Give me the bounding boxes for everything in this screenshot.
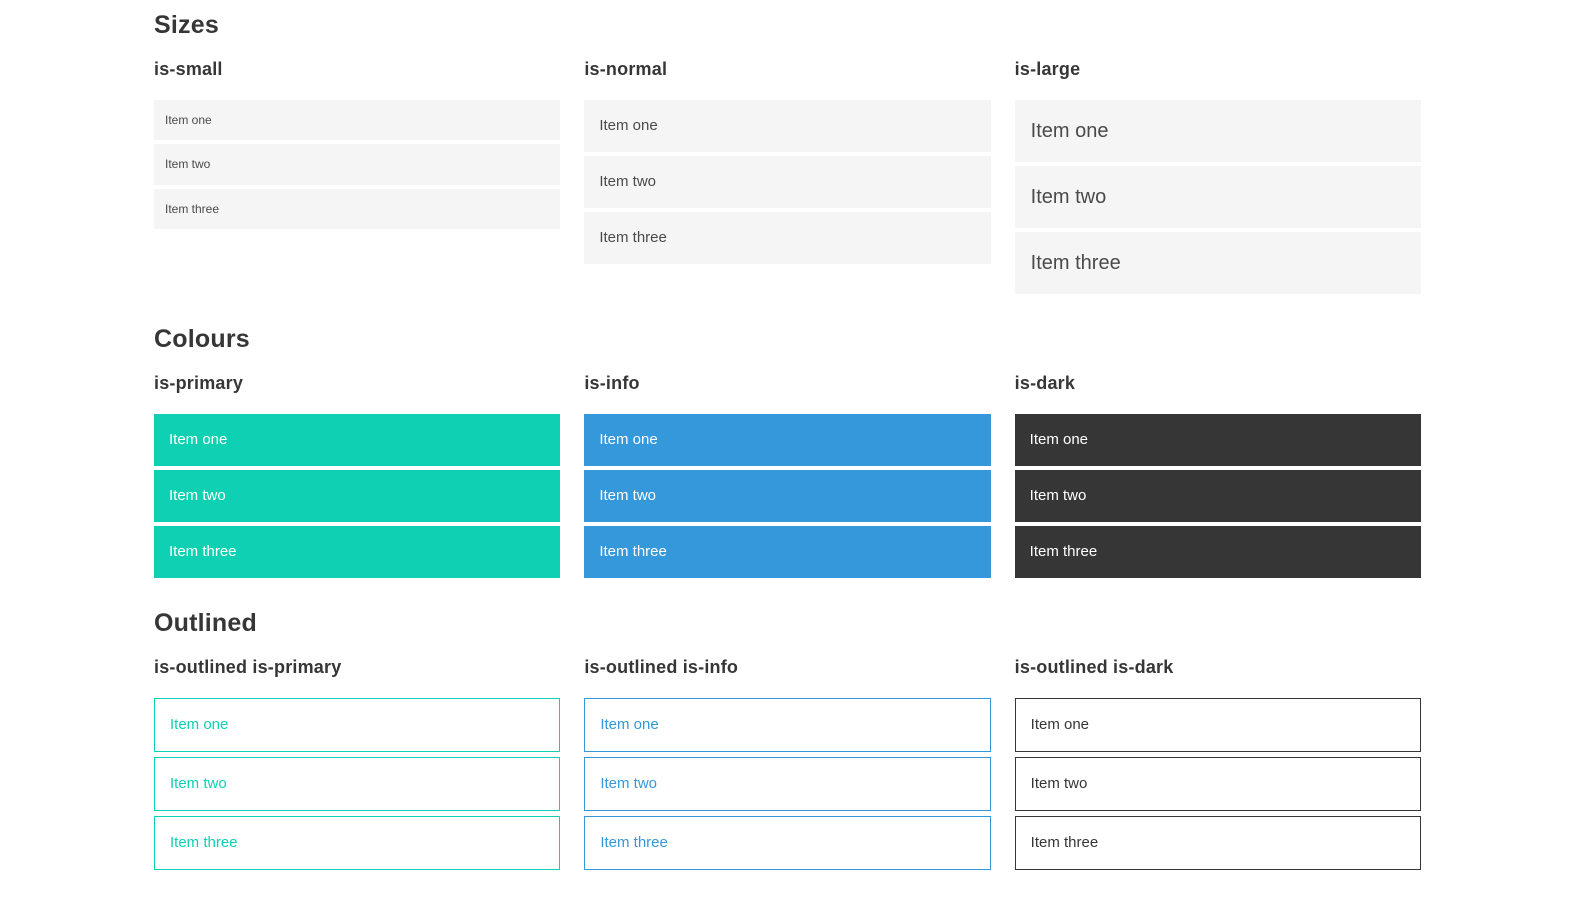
column-outlined-primary: is-outlined is-primary Item one Item two… [142, 656, 572, 875]
list-item[interactable]: Item two [154, 144, 561, 185]
column-is-info: is-info Item one Item two Item three [572, 372, 1002, 582]
list-item[interactable]: Item two [154, 470, 561, 522]
list-item[interactable]: Item one [1014, 414, 1421, 466]
list-outlined-dark: Item one Item two Item three [1014, 698, 1421, 870]
list-item[interactable]: Item three [584, 816, 991, 870]
column-outlined-info: is-outlined is-info Item one Item two It… [572, 656, 1002, 875]
list-item[interactable]: Item one [584, 698, 991, 752]
group-label-is-large: is-large [1014, 59, 1081, 79]
colours-columns: is-primary Item one Item two Item three … [142, 372, 1433, 582]
section-sizes-title: Sizes [154, 11, 219, 39]
list-info: Item one Item two Item three [584, 414, 991, 578]
list-item[interactable]: Item three [154, 526, 561, 578]
list-item[interactable]: Item three [1014, 232, 1421, 294]
group-label-is-primary: is-primary [154, 373, 244, 393]
group-label-is-dark: is-dark [1014, 373, 1076, 393]
outlined-columns: is-outlined is-primary Item one Item two… [142, 656, 1433, 875]
list-normal: Item one Item two Item three [584, 100, 991, 264]
list-item[interactable]: Item three [1014, 816, 1421, 870]
list-item[interactable]: Item one [1014, 100, 1421, 162]
group-label-outlined-primary: is-outlined is-primary [154, 657, 342, 677]
list-item[interactable]: Item one [584, 414, 991, 466]
section-outlined: Outlined is-outlined is-primary Item one… [142, 608, 1433, 875]
list-item[interactable]: Item three [584, 212, 991, 264]
list-item[interactable]: Item two [1014, 470, 1421, 522]
list-item[interactable]: Item one [154, 414, 561, 466]
sizes-columns: is-small Item one Item two Item three is… [142, 58, 1433, 298]
list-item[interactable]: Item one [584, 100, 991, 152]
list-outlined-info: Item one Item two Item three [584, 698, 991, 870]
list-item[interactable]: Item two [154, 757, 561, 811]
section-sizes: Sizes is-small Item one Item two Item th… [142, 10, 1433, 298]
list-item[interactable]: Item three [154, 816, 561, 870]
list-item[interactable]: Item one [154, 100, 561, 141]
section-colours: Colours is-primary Item one Item two Ite… [142, 324, 1433, 582]
list-small: Item one Item two Item three [154, 100, 561, 230]
group-label-is-info: is-info [584, 373, 640, 393]
list-item[interactable]: Item three [584, 526, 991, 578]
group-label-outlined-dark: is-outlined is-dark [1014, 657, 1174, 677]
column-is-small: is-small Item one Item two Item three [142, 58, 572, 298]
list-item[interactable]: Item one [1014, 698, 1421, 752]
list-item[interactable]: Item three [1014, 526, 1421, 578]
list-large: Item one Item two Item three [1014, 100, 1421, 294]
column-is-large: is-large Item one Item two Item three [1003, 58, 1433, 298]
column-outlined-dark: is-outlined is-dark Item one Item two It… [1003, 656, 1433, 875]
group-label-is-normal: is-normal [584, 59, 668, 79]
list-item[interactable]: Item one [154, 698, 561, 752]
group-label-outlined-info: is-outlined is-info [584, 657, 739, 677]
list-item[interactable]: Item three [154, 188, 561, 230]
list-outlined-primary: Item one Item two Item three [154, 698, 561, 870]
column-is-dark: is-dark Item one Item two Item three [1003, 372, 1433, 582]
list-item[interactable]: Item two [1014, 166, 1421, 228]
column-is-normal: is-normal Item one Item two Item three [572, 58, 1002, 298]
column-is-primary: is-primary Item one Item two Item three [142, 372, 572, 582]
list-item[interactable]: Item two [1014, 757, 1421, 811]
list-item[interactable]: Item two [584, 156, 991, 208]
list-dark: Item one Item two Item three [1014, 414, 1421, 578]
group-label-is-small: is-small [154, 59, 223, 79]
list-item[interactable]: Item two [584, 470, 991, 522]
list-primary: Item one Item two Item three [154, 414, 561, 578]
section-colours-title: Colours [154, 325, 250, 353]
list-item[interactable]: Item two [584, 757, 991, 811]
section-outlined-title: Outlined [154, 609, 257, 637]
